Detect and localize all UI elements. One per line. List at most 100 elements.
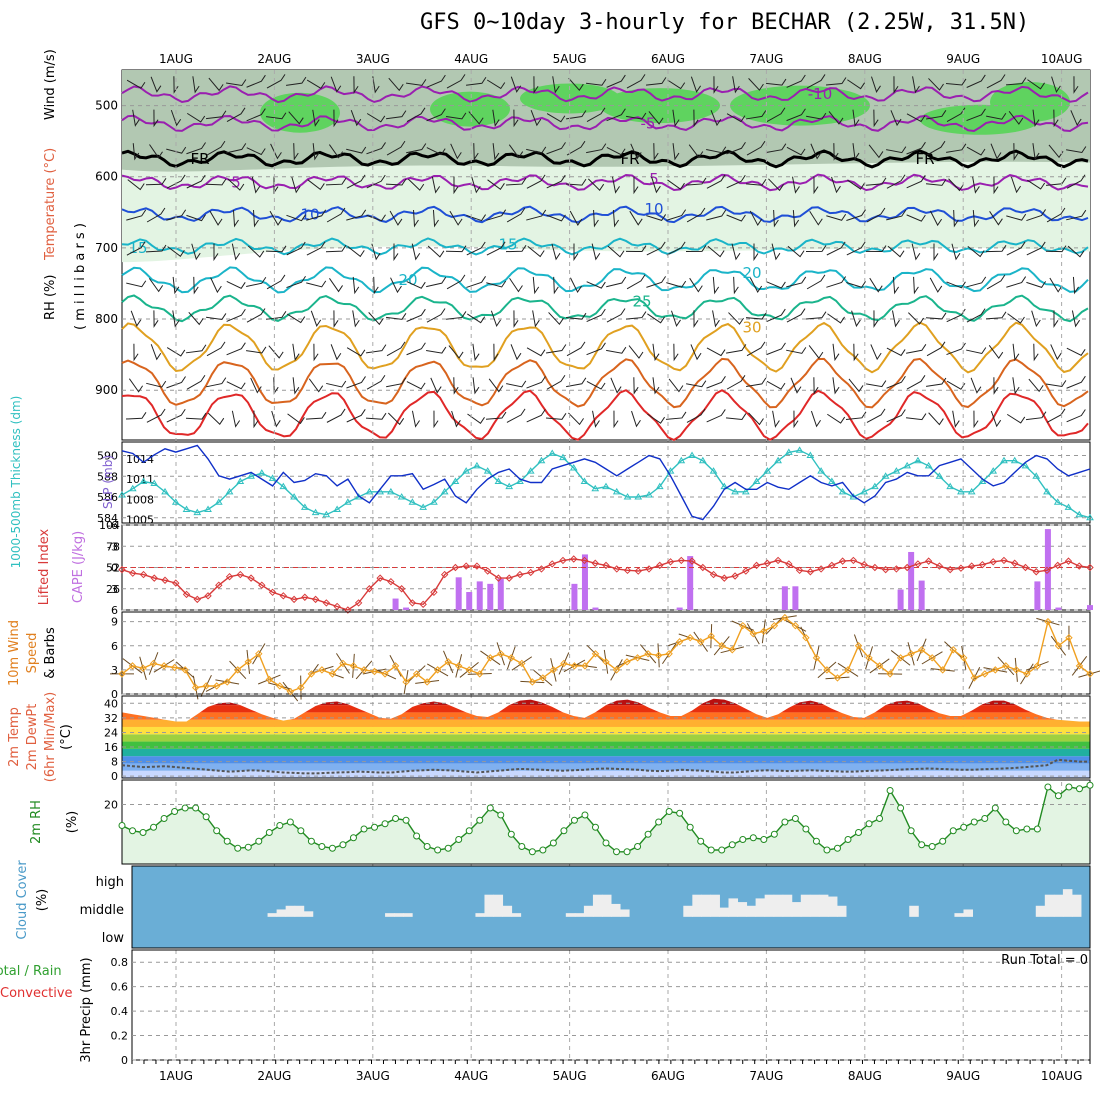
x-tick-label-bottom: 5AUG bbox=[553, 1069, 587, 1083]
cloud-bar bbox=[277, 909, 287, 916]
ylabel-lifted-index: Lifted Index bbox=[37, 528, 52, 605]
rh2m-line-marker bbox=[856, 830, 862, 836]
isotherm-label: 30 bbox=[742, 319, 761, 337]
y-tick-label: 32 bbox=[104, 712, 118, 725]
cloud-bar bbox=[701, 895, 711, 917]
rh2m-line-marker bbox=[1087, 782, 1093, 788]
rh2m-line-marker bbox=[698, 838, 704, 844]
ylabel-rh2m-units-group: (%) bbox=[65, 811, 80, 834]
ylabel-rh2m-units: (%) bbox=[65, 811, 80, 834]
rh2m-line-marker bbox=[803, 826, 809, 832]
ylabel-slp: SLP (mb) bbox=[101, 455, 115, 509]
ylabel-cloud: Cloud Cover bbox=[15, 860, 30, 940]
cloud-bar bbox=[403, 913, 413, 917]
cross-ylabel: RH (%)Temperature (°C)Wind (m/s) bbox=[43, 49, 58, 320]
rh2m-line-marker bbox=[256, 838, 262, 844]
cloud-bar bbox=[774, 895, 784, 917]
rh2m-line-marker bbox=[266, 830, 272, 836]
rh2m-line-marker bbox=[487, 805, 493, 811]
rh2m-line-marker bbox=[329, 845, 335, 851]
cloud-bar bbox=[819, 895, 829, 917]
cloud-bar bbox=[385, 913, 395, 917]
precip-panel-frame bbox=[132, 950, 1090, 1060]
y-tick-label: 24 bbox=[104, 726, 118, 739]
rh2m-line-marker bbox=[635, 844, 641, 850]
cape-bar bbox=[498, 579, 504, 610]
cape-bar bbox=[898, 590, 904, 610]
rh2m-line-marker bbox=[561, 828, 567, 834]
rh2m-line-marker bbox=[866, 821, 872, 827]
rh2m-line-marker bbox=[877, 816, 883, 822]
isotherm-label: 15 bbox=[498, 235, 517, 253]
ylabel-wind-speed: Speed bbox=[25, 633, 40, 674]
rh2m-line-marker bbox=[961, 824, 967, 830]
ylabel-rh2m-group: 2m RH bbox=[29, 800, 44, 844]
rh2m-line-marker bbox=[740, 837, 746, 843]
temp-band bbox=[122, 705, 1090, 712]
rh2m-line-marker bbox=[887, 788, 893, 794]
x-tick-label-bottom: 8AUG bbox=[848, 1069, 882, 1083]
ylabel-thickness-group: 1000-500mb Thickness (dm) bbox=[9, 396, 23, 569]
precip-tick-label: 0.8 bbox=[111, 956, 129, 969]
cape-tick-label: 78 bbox=[106, 540, 120, 553]
rh2m-line-marker bbox=[235, 845, 241, 851]
isotherm-label: FR bbox=[620, 150, 639, 168]
rh2m-line-marker bbox=[130, 828, 136, 834]
rh2m-line-marker bbox=[1013, 828, 1019, 834]
cross-ylabel-units: ( m i l l i b a r s ) bbox=[73, 223, 88, 330]
ylabel-thickness: 1000-500mb Thickness (dm) bbox=[9, 396, 23, 569]
x-tick-label-top: 1AUG bbox=[159, 52, 193, 66]
rh2m-line-marker bbox=[172, 809, 178, 815]
cloud-bar bbox=[584, 906, 594, 917]
cape-bar bbox=[403, 608, 409, 610]
ylabel-convective: Convective bbox=[0, 986, 73, 1001]
cape-bar bbox=[487, 584, 493, 610]
rh2m-line-marker bbox=[624, 849, 630, 855]
isotherm-label: 5 bbox=[231, 173, 241, 191]
rh2m-line-marker bbox=[414, 833, 420, 839]
y-tick-label: 40 bbox=[104, 697, 118, 710]
x-tick-label-bottom: 7AUG bbox=[749, 1069, 783, 1083]
rh2m-line-marker bbox=[308, 838, 314, 844]
cloud-tick-label: high bbox=[96, 875, 124, 890]
cloud-bar bbox=[792, 902, 802, 917]
y-tick-label: 9 bbox=[111, 616, 118, 629]
ylabel-temp-units: (°C) bbox=[59, 724, 74, 750]
x-tick-label-top: 3AUG bbox=[356, 52, 390, 66]
rh2m-line-marker bbox=[372, 824, 378, 830]
ylabel-minmax-group: (6hr Min/Max) bbox=[43, 692, 58, 782]
isotherm-label: FR bbox=[190, 150, 209, 168]
cloud-bar bbox=[575, 913, 585, 917]
rh2m-line-marker bbox=[287, 819, 293, 825]
rh2m-line-marker bbox=[761, 837, 767, 843]
rh2m-line-marker bbox=[245, 844, 251, 850]
cape-bar bbox=[792, 586, 798, 610]
rh2m-line-marker bbox=[1045, 784, 1051, 790]
cloud-bar bbox=[484, 895, 494, 917]
cloud-bar bbox=[954, 913, 964, 917]
y-tick-label: 700 bbox=[95, 241, 118, 255]
cloud-bar bbox=[268, 913, 278, 917]
ylabel-temp2m: 2m Temp bbox=[7, 707, 22, 767]
rh2m-line-marker bbox=[319, 844, 325, 850]
rh2m-line-marker bbox=[1003, 819, 1009, 825]
rh2m-line-marker bbox=[898, 805, 904, 811]
cape-bar bbox=[1087, 605, 1093, 610]
lifted-index-line bbox=[122, 559, 1090, 610]
rh2m-line-marker bbox=[908, 828, 914, 834]
rh2m-line-marker bbox=[845, 837, 851, 843]
rh2m-line-marker bbox=[456, 837, 462, 843]
x-tick-label-bottom: 2AUG bbox=[257, 1069, 291, 1083]
x-tick-label-top: 7AUG bbox=[749, 52, 783, 66]
rh2m-line-marker bbox=[656, 819, 662, 825]
y-tick-label: 0 bbox=[111, 770, 118, 783]
cloud-bar bbox=[394, 913, 404, 917]
cloud-bar bbox=[756, 898, 766, 916]
ylabel-wind10m: 10m Wind bbox=[7, 620, 22, 686]
cloud-bar bbox=[783, 895, 793, 917]
ylabel-wind: Wind (m/s) bbox=[43, 49, 58, 120]
x-tick-label-bottom: 6AUG bbox=[651, 1069, 685, 1083]
isotherm-label: 10 bbox=[644, 200, 663, 218]
cloud-tick-label: middle bbox=[80, 903, 124, 918]
